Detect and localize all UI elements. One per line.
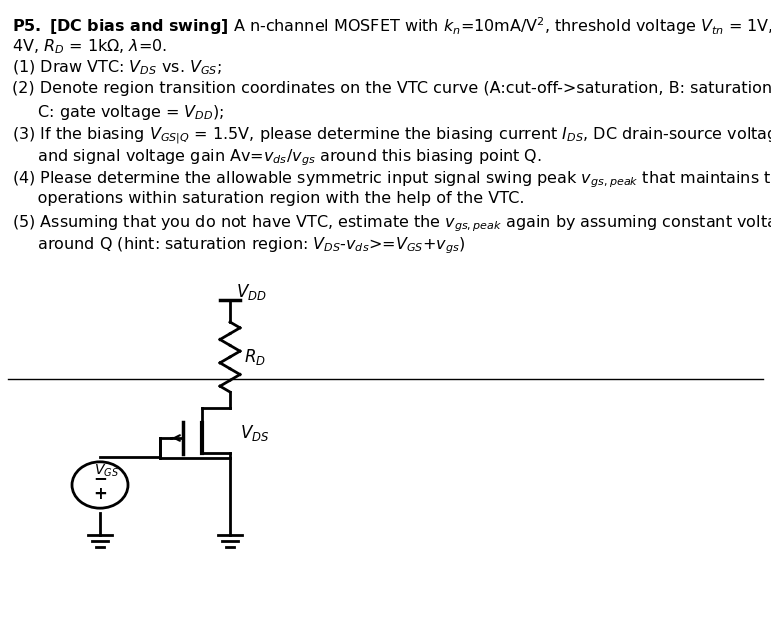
Text: $V_{DD}$: $V_{DD}$ (236, 282, 267, 302)
Text: (2) Denote region transition coordinates on the VTC curve (A:cut-off->saturation: (2) Denote region transition coordinates… (12, 81, 771, 96)
Text: (5) Assuming that you do not have VTC, estimate the $v_{gs,peak}$ again by assum: (5) Assuming that you do not have VTC, e… (12, 213, 771, 234)
Text: $V_{DS}$: $V_{DS}$ (240, 423, 269, 443)
Text: $\mathbf{P5.\ [DC\ bias\ and\ swing]}$ A n-channel MOSFET with $k_n$=10mA/V$^2$,: $\mathbf{P5.\ [DC\ bias\ and\ swing]}$ A… (12, 15, 771, 37)
Text: $V_{GS}$: $V_{GS}$ (94, 463, 119, 479)
Text: 4V, $R_D$ = 1k$\Omega$, $\lambda$=0.: 4V, $R_D$ = 1k$\Omega$, $\lambda$=0. (12, 37, 167, 56)
Text: (3) If the biasing $V_{GS|Q}$ = 1.5V, please determine the biasing current $I_{D: (3) If the biasing $V_{GS|Q}$ = 1.5V, pl… (12, 125, 771, 146)
Text: operations within saturation region with the help of the VTC.: operations within saturation region with… (12, 191, 524, 206)
Text: (1) Draw VTC: $V_{DS}$ vs. $V_{GS}$;: (1) Draw VTC: $V_{DS}$ vs. $V_{GS}$; (12, 59, 222, 77)
Text: C: gate voltage = $V_{DD}$);: C: gate voltage = $V_{DD}$); (12, 103, 224, 122)
Text: and signal voltage gain Av=$v_{ds}$/$v_{gs}$ around this biasing point Q.: and signal voltage gain Av=$v_{ds}$/$v_{… (12, 147, 542, 168)
Text: $R_D$: $R_D$ (244, 347, 266, 367)
Text: +: + (93, 485, 107, 503)
Text: (4) Please determine the allowable symmetric input signal swing peak $v_{gs,peak: (4) Please determine the allowable symme… (12, 169, 771, 189)
Text: around Q (hint: saturation region: $V_{DS}$-$v_{ds}$>=$V_{GS}$+$v_{gs}$): around Q (hint: saturation region: $V_{D… (12, 235, 466, 256)
Text: −: − (93, 469, 107, 487)
